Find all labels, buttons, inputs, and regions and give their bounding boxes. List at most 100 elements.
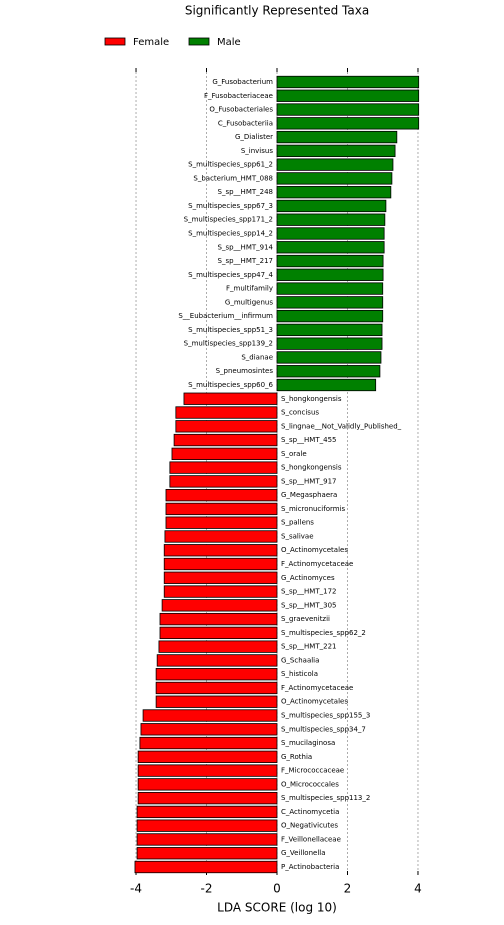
category-label: S_sp__HMT_917	[281, 477, 336, 485]
category-label: S_lingnae__Not_Validly_Published_	[281, 422, 402, 430]
bar	[276, 268, 384, 281]
category-label: F_Veillonellaceae	[281, 835, 341, 843]
bar	[276, 75, 420, 89]
category-label: S_hongkongensis	[281, 395, 342, 403]
bar	[175, 420, 278, 433]
bar	[155, 668, 278, 681]
bar	[140, 723, 278, 736]
category-label: G_Rothia	[281, 753, 312, 761]
bar	[163, 557, 278, 571]
category-label: S_multispecies_spp60_6	[188, 381, 273, 389]
category-label: S_salivae	[281, 532, 314, 540]
category-label: F_Actinomycetaceae	[281, 684, 353, 692]
bar	[276, 365, 381, 378]
category-label: O_Negativicutes	[281, 822, 338, 830]
bar	[136, 833, 278, 846]
category-label: S_multispecies_spp155_3	[281, 712, 370, 720]
bar	[276, 309, 384, 323]
bar	[139, 736, 278, 750]
bar	[169, 461, 278, 474]
category-label: S_bacterium_HMT_088	[193, 174, 273, 182]
category-label: G_Veillonella	[281, 849, 326, 857]
bar	[175, 406, 278, 419]
category-label: G_Megasphaera	[281, 491, 337, 499]
bar	[276, 186, 392, 199]
x-tick-label: -4	[130, 882, 142, 896]
category-label: S_multispecies_spp113_2	[281, 794, 370, 802]
category-label: S_sp__HMT_305	[281, 601, 336, 609]
bar	[276, 241, 385, 254]
category-label: S_micronuciformis	[281, 505, 345, 513]
category-label: S_multispecies_spp14_2	[188, 229, 273, 237]
bar	[159, 626, 278, 640]
x-tick-label: 0	[273, 882, 281, 896]
bar	[276, 378, 377, 392]
category-label: S_multispecies_spp171_2	[184, 216, 273, 224]
bar	[137, 764, 278, 777]
bar	[276, 172, 393, 185]
bar	[276, 89, 420, 102]
bar	[169, 475, 278, 488]
bar	[164, 530, 278, 543]
category-label: S_multispecies_spp61_2	[188, 161, 273, 169]
bar	[276, 351, 382, 364]
category-label: F_Actinomycetaceae	[281, 560, 353, 568]
category-label: S_pneumosintes	[216, 367, 274, 375]
bar	[276, 337, 383, 350]
category-label: S_histicola	[281, 670, 318, 678]
bar	[276, 199, 387, 213]
bar	[276, 117, 420, 130]
category-label: S_multispecies_spp34_7	[281, 725, 366, 733]
bar	[173, 433, 278, 447]
bar	[161, 599, 278, 612]
category-label: S_mucilaginosa	[281, 739, 335, 747]
category-label: S_hongkongensis	[281, 464, 342, 472]
bar	[276, 158, 394, 171]
category-label: S_sp__HMT_914	[218, 243, 274, 251]
category-label: S__Eubacterium__infirmum	[178, 312, 273, 320]
bar	[276, 130, 398, 144]
x-tick-label: -2	[201, 882, 213, 896]
category-label: F_Micrococcaceae	[281, 767, 344, 775]
bar	[155, 681, 278, 695]
category-label: S_concisus	[281, 409, 319, 417]
bar	[136, 819, 278, 832]
bar	[165, 516, 278, 529]
category-label: S_multispecies_spp67_3	[188, 202, 273, 210]
category-label: O_Actinomycetales	[281, 546, 348, 554]
category-label: G_Fusobacterium	[212, 78, 273, 86]
category-label: S_sp__HMT_172	[281, 588, 336, 596]
legend-label: Male	[217, 37, 241, 48]
category-label: O_Micrococcales	[281, 780, 339, 788]
bar	[276, 227, 385, 240]
bar	[137, 791, 278, 805]
bar	[165, 502, 278, 516]
category-label: S_graevenitzii	[281, 615, 330, 623]
category-label: S_multispecies_spp51_3	[188, 326, 273, 334]
category-label: G_Schaalia	[281, 656, 319, 664]
bar	[276, 103, 420, 116]
bar	[136, 805, 278, 819]
bar	[276, 323, 383, 337]
x-tick-label: 4	[414, 882, 422, 896]
category-label: C_Actinomycetia	[281, 808, 339, 816]
bar	[165, 489, 278, 502]
category-label: G_multigenus	[225, 298, 273, 306]
category-label: S_sp__HMT_248	[218, 188, 273, 196]
bar	[156, 654, 278, 667]
category-label: S_sp__HMT_455	[281, 436, 336, 444]
x-tick-label: 2	[344, 882, 352, 896]
bar	[183, 392, 278, 405]
bar	[276, 296, 384, 309]
bar	[137, 750, 278, 763]
category-label: S_multispecies_spp62_2	[281, 629, 366, 637]
bar	[276, 282, 384, 295]
bar	[136, 847, 278, 860]
bar	[159, 612, 278, 626]
category-label: F_Fusobacteriaceae	[204, 92, 273, 100]
x-axis-label: LDA SCORE (log 10)	[217, 901, 337, 915]
category-label: G_Actinomyces	[281, 574, 335, 582]
category-label: P_Actinobacteria	[281, 863, 339, 871]
category-label: S_invisus	[241, 147, 273, 155]
